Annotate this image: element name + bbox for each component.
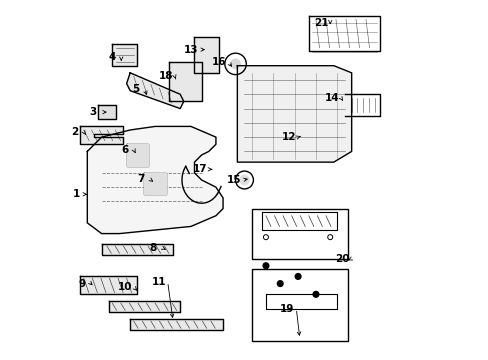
Polygon shape [98,105,116,119]
Circle shape [312,292,318,297]
Polygon shape [126,144,148,166]
Text: 7: 7 [137,174,144,184]
Text: 6: 6 [121,145,128,155]
Polygon shape [80,276,137,294]
Text: 18: 18 [158,71,173,81]
Text: 12: 12 [281,132,296,142]
Text: 11: 11 [151,277,166,287]
Text: 16: 16 [212,57,226,67]
Polygon shape [130,319,223,330]
Polygon shape [87,126,223,234]
Text: 10: 10 [117,282,132,292]
Circle shape [263,263,268,269]
Circle shape [295,274,300,279]
Circle shape [277,281,283,287]
Polygon shape [144,173,165,194]
Text: 2: 2 [71,127,78,137]
Circle shape [239,175,249,185]
Bar [251,269,347,341]
Text: 17: 17 [192,164,207,174]
Text: 20: 20 [335,253,349,264]
Text: 4: 4 [108,52,116,62]
Text: 8: 8 [149,243,157,253]
Polygon shape [169,62,201,102]
Polygon shape [80,126,123,144]
Text: 3: 3 [89,107,96,117]
Text: 19: 19 [280,303,294,314]
Polygon shape [112,44,137,66]
Text: 9: 9 [78,279,85,289]
Text: 1: 1 [73,189,80,199]
Polygon shape [194,37,219,73]
Polygon shape [126,73,183,109]
Text: 5: 5 [132,84,139,94]
Text: 21: 21 [313,18,328,28]
Text: 13: 13 [183,45,198,55]
Circle shape [230,59,241,69]
Text: 14: 14 [324,93,339,103]
Polygon shape [237,66,351,162]
Polygon shape [102,244,173,255]
Bar [251,208,347,258]
Text: 15: 15 [226,175,241,185]
Polygon shape [108,301,180,312]
